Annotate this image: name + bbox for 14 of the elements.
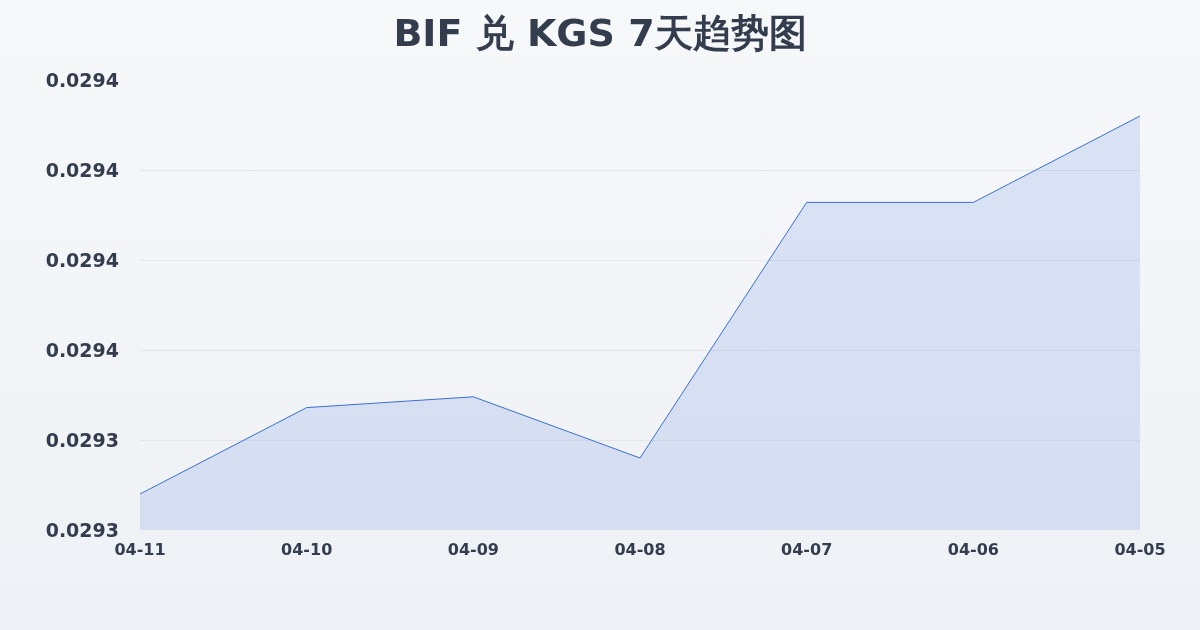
y-tick-label: 0.0294 — [45, 68, 119, 91]
y-tick-label: 0.0294 — [45, 248, 119, 271]
x-tick-label: 04-06 — [947, 540, 999, 559]
x-tick-label: 04-05 — [1114, 540, 1166, 559]
x-tick-label: 04-07 — [781, 540, 833, 559]
y-tick-label: 0.0293 — [45, 518, 119, 541]
x-tick-label: 04-10 — [281, 540, 333, 559]
y-tick-label: 0.0294 — [45, 158, 119, 181]
chart-title: BIF 兑 KGS 7天趋势图 — [393, 10, 807, 55]
y-tick-label: 0.0293 — [45, 428, 119, 451]
x-tick-label: 04-09 — [447, 540, 499, 559]
x-tick-label: 04-08 — [614, 540, 666, 559]
x-tick-label: 04-11 — [114, 540, 166, 559]
y-tick-label: 0.0294 — [45, 338, 119, 361]
